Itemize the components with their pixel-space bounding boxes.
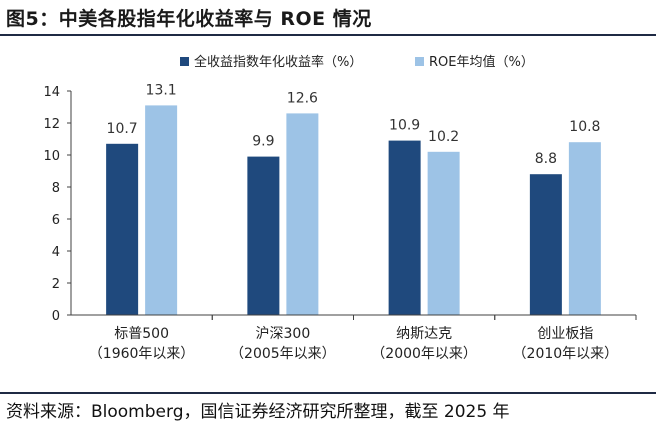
bar — [106, 143, 139, 315]
x-tick-label: （2005年以来） — [230, 346, 336, 362]
y-tick-label: 2 — [52, 277, 60, 292]
data-label: 8.8 — [535, 151, 557, 167]
legend-swatch — [180, 57, 189, 66]
source-note: 资料来源：Bloomberg，国信证券经济研究所整理，截至 2025 年 — [6, 402, 510, 422]
data-label: 10.9 — [389, 118, 420, 134]
y-tick-label: 12 — [43, 117, 60, 132]
data-label: 10.2 — [428, 129, 459, 145]
x-axis: 标普500 （1960年以来） 沪深300 （2005年以来） 纳斯达克 （2000年以来… — [71, 314, 637, 362]
bar — [247, 156, 280, 315]
data-labels: 10.7 13.1 9.9 12.6 10.9 10.2 8.8 10.8 — [107, 82, 601, 167]
y-axis: 0 2 4 6 8 10 12 14 — [43, 85, 72, 324]
x-tick-label: 沪深300 — [256, 326, 311, 342]
source-rule — [0, 392, 656, 394]
x-tick-label: 创业板指 — [537, 326, 593, 342]
x-tick-label: 标普500 — [114, 326, 169, 342]
legend-label: 全收益指数年化收益率（%） — [194, 54, 362, 70]
y-tick-label: 8 — [52, 181, 60, 196]
y-tick-label: 0 — [52, 309, 60, 324]
data-label: 10.8 — [569, 119, 600, 135]
x-tick-label: （2010年以来） — [513, 346, 619, 362]
bar — [388, 140, 421, 315]
y-tick-label: 14 — [43, 85, 60, 100]
x-tick-label: （1960年以来） — [89, 346, 195, 362]
title-rule — [0, 34, 656, 36]
bar — [529, 174, 562, 315]
data-label: 13.1 — [146, 82, 177, 98]
data-label: 9.9 — [252, 134, 274, 150]
chart-legend: 全收益指数年化收益率（%） ROE年均值（%） — [180, 54, 534, 70]
figure-title: 图5：中美各股指年化收益率与 ROE 情况 — [6, 8, 372, 30]
data-label: 10.7 — [107, 121, 138, 137]
bar — [286, 113, 319, 316]
x-tick-label: （2000年以来） — [371, 346, 477, 362]
bar — [145, 105, 178, 316]
legend-label: ROE年均值（%） — [429, 54, 534, 70]
legend-swatch — [415, 57, 424, 66]
y-tick-label: 10 — [43, 149, 60, 164]
bar-series — [106, 105, 601, 316]
y-tick-label: 6 — [52, 213, 60, 228]
data-label: 12.6 — [287, 90, 318, 106]
y-tick-label: 4 — [52, 245, 60, 260]
x-tick-label: 纳斯达克 — [396, 326, 452, 342]
bar — [427, 151, 460, 315]
bar — [568, 142, 601, 315]
